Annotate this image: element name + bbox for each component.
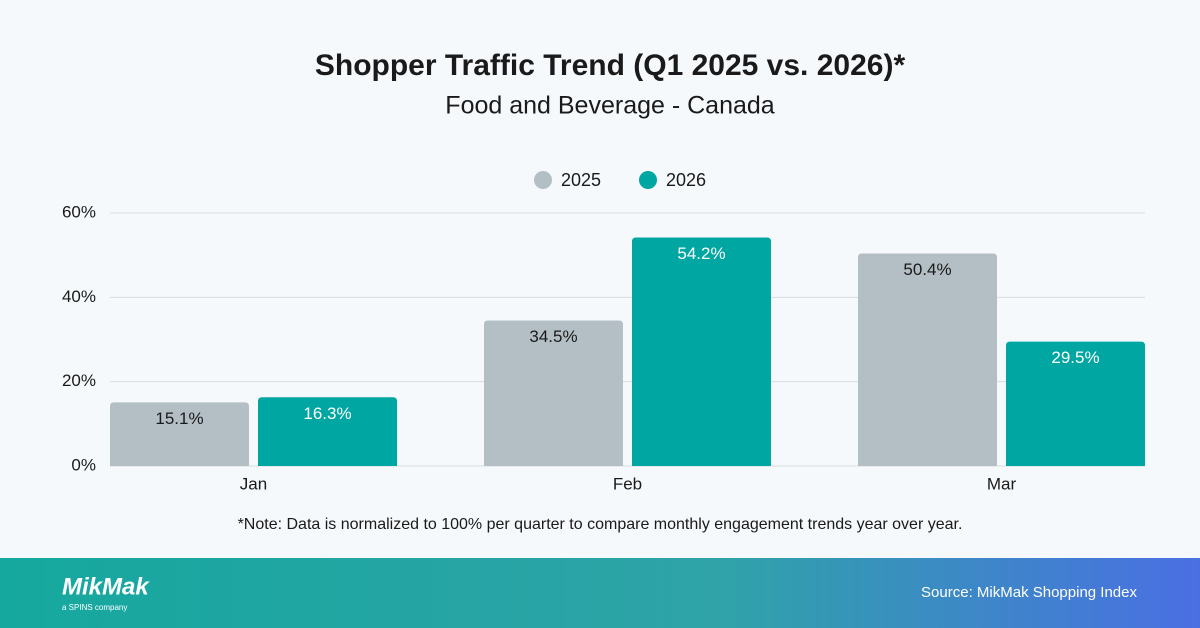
bar xyxy=(110,402,249,466)
bar xyxy=(258,397,397,466)
data-label: 16.3% xyxy=(303,404,351,423)
legend-label: 2025 xyxy=(561,170,601,190)
data-label: 15.1% xyxy=(155,409,203,428)
legend-marker xyxy=(534,171,552,189)
note: *Note: Data is normalized to 100% per qu… xyxy=(238,516,963,533)
legend-marker xyxy=(639,171,657,189)
bar xyxy=(632,237,771,466)
data-label: 29.5% xyxy=(1051,348,1099,367)
x-tick-label: Jan xyxy=(240,474,267,493)
logo: MikMak xyxy=(62,573,150,600)
x-tick-label: Feb xyxy=(613,474,642,493)
y-tick-label: 60% xyxy=(62,202,96,221)
source: Source: MikMak Shopping Index xyxy=(921,584,1137,601)
data-label: 50.4% xyxy=(903,260,951,279)
data-label: 34.5% xyxy=(529,327,577,346)
x-tick-label: Mar xyxy=(987,474,1017,493)
y-tick-label: 40% xyxy=(62,287,96,306)
bar xyxy=(1006,341,1145,466)
legend-label: 2026 xyxy=(666,170,706,190)
data-label: 54.2% xyxy=(677,244,725,263)
footer-band xyxy=(0,558,1200,628)
bar xyxy=(858,253,997,466)
y-tick-label: 20% xyxy=(62,371,96,390)
bar xyxy=(484,320,623,466)
logo-tagline: a SPINS company xyxy=(62,603,127,612)
chart-subtitle: Food and Beverage - Canada xyxy=(445,92,774,120)
y-tick-label: 0% xyxy=(71,455,96,474)
chart-title: Shopper Traffic Trend (Q1 2025 vs. 2026)… xyxy=(315,49,906,82)
